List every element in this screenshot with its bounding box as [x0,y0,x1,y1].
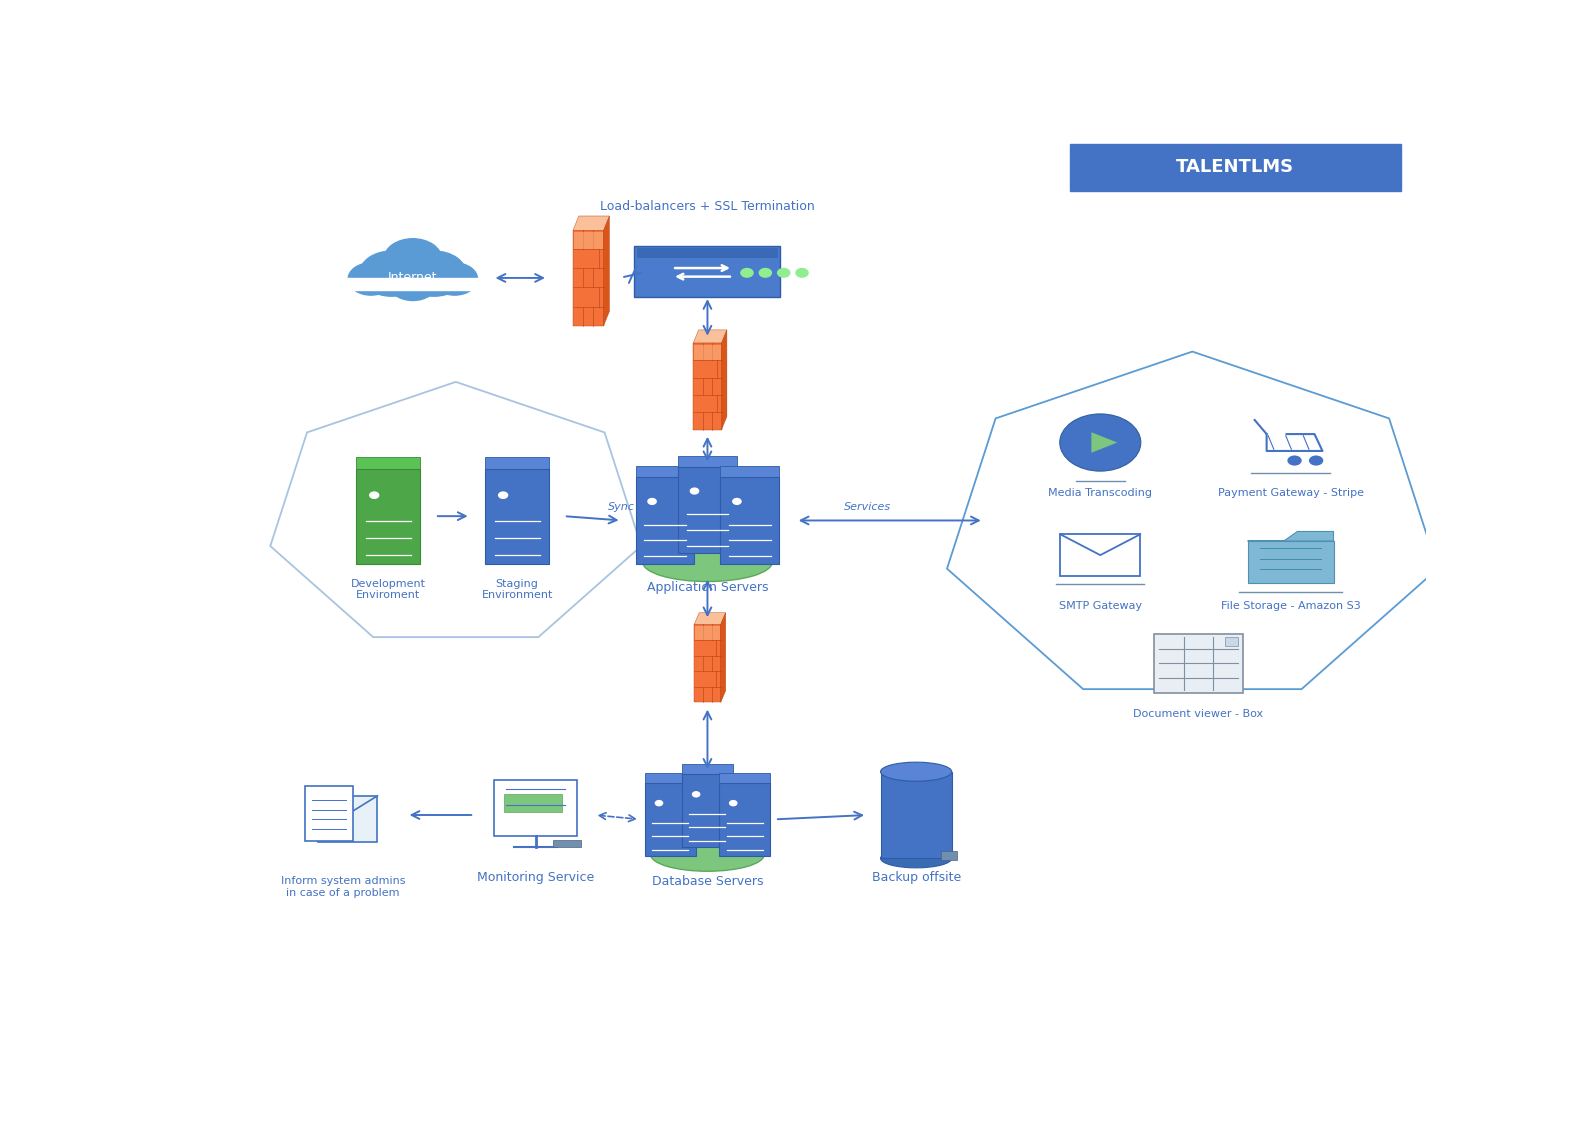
Circle shape [741,269,752,277]
Circle shape [730,801,737,806]
Circle shape [388,267,437,300]
Polygon shape [694,344,721,360]
Circle shape [1288,456,1302,466]
Text: Inform system admins
in case of a problem: Inform system admins in case of a proble… [280,876,406,898]
FancyBboxPatch shape [553,839,581,847]
Circle shape [691,488,699,494]
Circle shape [759,269,771,277]
FancyBboxPatch shape [881,772,952,858]
FancyBboxPatch shape [317,795,377,843]
Text: Monitoring Service: Monitoring Service [477,871,594,884]
Circle shape [1308,456,1323,466]
FancyBboxPatch shape [645,773,695,786]
FancyBboxPatch shape [1069,144,1402,191]
FancyBboxPatch shape [941,852,957,860]
Polygon shape [573,232,604,250]
Circle shape [499,492,507,498]
FancyBboxPatch shape [1060,534,1140,576]
Circle shape [402,251,466,296]
Polygon shape [694,343,722,430]
Ellipse shape [643,542,773,582]
Text: Database Servers: Database Servers [651,875,763,889]
Polygon shape [604,216,610,325]
Polygon shape [722,330,727,430]
FancyBboxPatch shape [504,794,562,811]
FancyBboxPatch shape [356,457,420,474]
FancyBboxPatch shape [344,278,482,290]
Text: Application Servers: Application Servers [646,580,768,594]
FancyBboxPatch shape [635,246,781,297]
FancyBboxPatch shape [721,477,779,564]
Ellipse shape [651,838,763,871]
Text: Development
Enviroment: Development Enviroment [350,578,426,600]
FancyBboxPatch shape [485,468,550,564]
Polygon shape [694,330,727,343]
Polygon shape [721,613,725,702]
Circle shape [692,792,700,796]
Ellipse shape [881,848,952,867]
Text: Sync: Sync [608,502,635,512]
Polygon shape [947,351,1438,690]
Text: Document viewer - Box: Document viewer - Box [1134,710,1264,719]
Text: Internet: Internet [388,271,437,285]
Polygon shape [271,381,642,637]
Polygon shape [694,624,721,702]
Circle shape [778,269,790,277]
FancyBboxPatch shape [306,786,353,840]
FancyBboxPatch shape [1248,541,1334,583]
Circle shape [360,251,423,296]
FancyBboxPatch shape [681,774,733,847]
FancyBboxPatch shape [721,466,779,482]
FancyBboxPatch shape [678,467,737,554]
FancyBboxPatch shape [356,468,420,564]
Polygon shape [694,613,725,624]
FancyBboxPatch shape [635,477,694,564]
Polygon shape [695,626,721,640]
Circle shape [656,801,662,806]
Text: File Storage - Amazon S3: File Storage - Amazon S3 [1221,601,1361,611]
FancyBboxPatch shape [637,248,778,258]
Text: Services: Services [843,502,890,512]
Text: TALENTLMS: TALENTLMS [1177,158,1294,176]
FancyBboxPatch shape [485,457,550,474]
Text: Payment Gateway - Stripe: Payment Gateway - Stripe [1218,487,1364,497]
Ellipse shape [881,762,952,781]
Circle shape [797,269,808,277]
Text: Internet: Internet [388,315,437,327]
Circle shape [348,263,394,295]
FancyBboxPatch shape [645,783,695,856]
FancyBboxPatch shape [1155,634,1243,693]
Text: SMTP Gateway: SMTP Gateway [1058,601,1142,611]
Circle shape [432,263,477,295]
FancyBboxPatch shape [719,783,770,856]
FancyBboxPatch shape [1224,637,1239,646]
Circle shape [369,492,379,498]
FancyBboxPatch shape [635,466,694,482]
Polygon shape [573,216,610,231]
FancyBboxPatch shape [678,456,737,471]
Text: Load-balancers + SSL Termination: Load-balancers + SSL Termination [600,199,814,213]
Text: Backup offsite: Backup offsite [871,871,961,884]
Circle shape [733,498,741,504]
FancyBboxPatch shape [681,764,733,777]
Polygon shape [1091,432,1117,452]
Circle shape [648,498,656,504]
FancyBboxPatch shape [494,780,577,836]
Circle shape [383,238,442,279]
Circle shape [1060,414,1140,471]
Polygon shape [573,231,604,325]
FancyBboxPatch shape [719,773,770,786]
Text: Staging
Environment: Staging Environment [482,578,553,600]
Text: Media Transcoding: Media Transcoding [1049,487,1152,497]
Polygon shape [1248,531,1334,541]
